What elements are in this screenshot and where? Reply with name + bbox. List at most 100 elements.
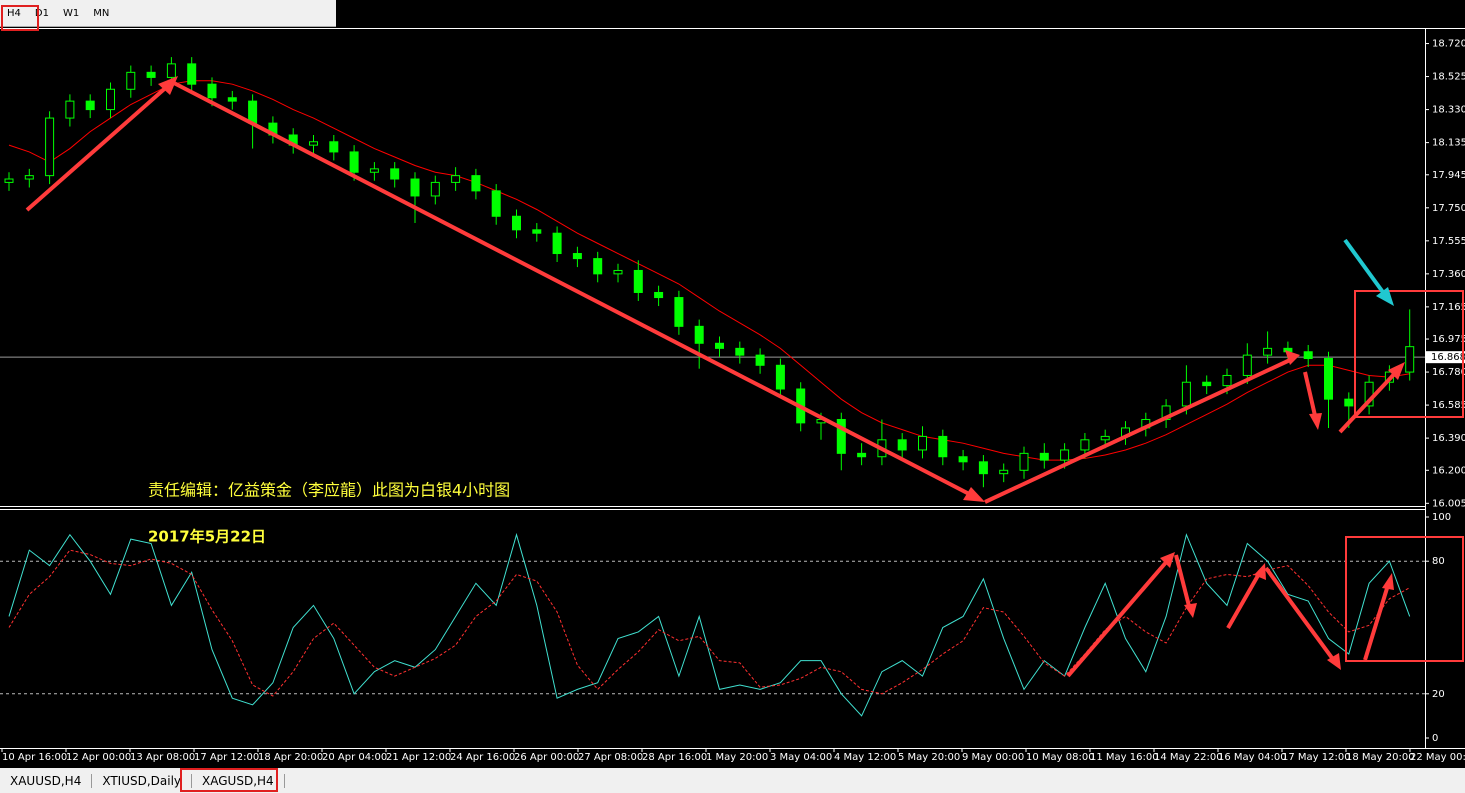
- timeframe-button[interactable]: H4: [7, 7, 21, 19]
- x-tick-label: 22 May 00:00: [1410, 752, 1465, 763]
- y-tick-label: 16.200: [1432, 465, 1465, 476]
- candle-body: [390, 168, 400, 180]
- arrow: [1338, 368, 1400, 434]
- chart: 责任编辑：亿益策金（李应龍）此图为白银4小时图 2017年5月22日 18.72…: [0, 28, 1465, 763]
- x-tick-label: 1 May 20:00: [706, 752, 768, 763]
- candle-body: [1080, 439, 1090, 451]
- x-tick-label: 28 Apr 16:00: [642, 752, 707, 763]
- x-tick-label: 21 Apr 12:00: [386, 752, 451, 763]
- arrow: [984, 358, 1291, 504]
- arrow-head: [1327, 653, 1341, 670]
- candle-body: [735, 347, 745, 356]
- candle-body: [532, 229, 542, 234]
- arrow: [25, 82, 172, 212]
- candle-body: [857, 452, 867, 458]
- timeframe-button[interactable]: MN: [93, 7, 110, 19]
- candle-body: [410, 178, 420, 197]
- x-tick-label: 10 May 08:00: [1026, 752, 1095, 763]
- highlight-box: [1354, 290, 1464, 418]
- candle-body: [1181, 381, 1191, 407]
- candle-body: [369, 168, 379, 173]
- candle-body: [654, 291, 664, 299]
- x-tick-label: 18 May 20:00: [1346, 752, 1415, 763]
- x-tick-label: 5 May 20:00: [898, 752, 960, 763]
- arrow: [1066, 558, 1170, 678]
- y-tick-label: 80: [1432, 556, 1445, 567]
- candle-body: [633, 269, 643, 293]
- x-tick-label: 10 Apr 16:00: [2, 752, 67, 763]
- tab-bar: XAUUSD,H4 XTIUSD,Daily XAGUSD,H4: [0, 768, 1465, 793]
- arrow-head: [1388, 362, 1405, 380]
- symbol-tab[interactable]: XAGUSD,H4: [192, 773, 285, 788]
- highlight-box: [180, 768, 278, 792]
- highlight-box: [1345, 536, 1464, 662]
- candle-body: [166, 63, 176, 78]
- candle-body: [207, 83, 217, 99]
- x-tick-label: 3 May 04:00: [770, 752, 832, 763]
- x-tick-label: 27 Apr 08:00: [578, 752, 643, 763]
- arrow-head: [1160, 552, 1175, 568]
- y-tick-label: 18.135: [1432, 138, 1465, 149]
- candle-body: [329, 141, 339, 153]
- symbol-tab[interactable]: XTIUSD,Daily: [92, 773, 193, 788]
- candle-body: [1344, 398, 1354, 407]
- candle-body: [1039, 452, 1049, 461]
- candle-body: [897, 439, 907, 451]
- candle-body: [1060, 449, 1070, 461]
- timeframe-button[interactable]: D1: [34, 7, 49, 19]
- candle-body: [1263, 347, 1273, 356]
- candle-body: [755, 354, 765, 366]
- arrow-head: [1382, 573, 1394, 590]
- candle-body: [1303, 351, 1313, 360]
- arrow-head: [1309, 413, 1322, 430]
- candle-body: [1202, 381, 1212, 387]
- x-tick-label: 14 May 22:00: [1154, 752, 1223, 763]
- arrow-head: [158, 76, 178, 95]
- candle-body: [1100, 435, 1110, 441]
- candle-body: [572, 253, 582, 260]
- y-tick-label: 18.330: [1432, 105, 1465, 116]
- oscillator-line: [8, 532, 1411, 717]
- x-tick-label: 12 Apr 00:00: [66, 752, 131, 763]
- arrow-head: [963, 487, 985, 502]
- candle-body: [451, 175, 461, 183]
- arrow: [1303, 371, 1318, 421]
- y-tick-label: 17.555: [1432, 236, 1465, 247]
- arrow: [1343, 238, 1387, 297]
- x-tick-label: 11 May 16:00: [1090, 752, 1159, 763]
- timeframe-button[interactable]: W1: [62, 7, 80, 19]
- y-tick-label: 17.360: [1432, 269, 1465, 280]
- x-tick-label: 17 Apr 12:00: [194, 752, 259, 763]
- x-tick-label: 13 Apr 08:00: [130, 752, 195, 763]
- annotation: 2017年5月22日: [148, 528, 266, 546]
- highlight-box: [1, 5, 39, 31]
- arrow-heads: [158, 76, 1405, 670]
- symbol-tab[interactable]: XAUUSD,H4: [0, 773, 93, 788]
- oscillator-line: [8, 549, 1410, 697]
- toolbar: H4 D1 W1 MN: [0, 0, 336, 27]
- y-tick-label: 17.165: [1432, 302, 1465, 313]
- x-tick-label: 16 May 04:00: [1218, 752, 1287, 763]
- y-tick-label: 20: [1432, 689, 1445, 700]
- candle-body: [552, 232, 562, 255]
- y-tick-label: 0: [1432, 733, 1438, 744]
- candle-body: [45, 117, 55, 177]
- arrow: [1264, 566, 1337, 664]
- candle-body: [309, 141, 318, 146]
- y-tick-label: 16.780: [1432, 367, 1465, 378]
- x-tick-label: 4 May 12:00: [834, 752, 896, 763]
- y-tick-label: 16.390: [1432, 433, 1465, 444]
- candle-body: [430, 181, 440, 197]
- y-tick-label: 17.945: [1432, 170, 1465, 181]
- candle-body: [593, 258, 603, 275]
- candle-body: [248, 100, 258, 124]
- y-tick-label: 100: [1432, 512, 1451, 523]
- candle-body: [4, 178, 14, 183]
- candle-body: [1242, 354, 1252, 376]
- arrow-head: [1285, 350, 1300, 365]
- arrow: [1174, 554, 1192, 611]
- arrow: [1226, 571, 1262, 629]
- arrow-head: [1184, 603, 1197, 618]
- candle-body: [999, 469, 1009, 475]
- arrow-head: [1376, 287, 1394, 306]
